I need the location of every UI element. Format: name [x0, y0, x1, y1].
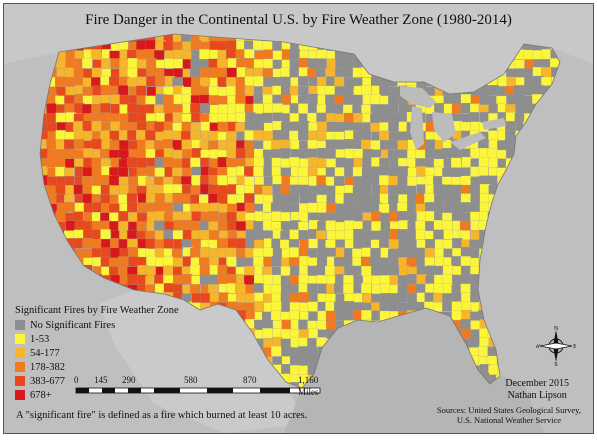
sources-line-2: U.S. National Weather Service [456, 415, 562, 425]
legend-label: 178-382 [30, 361, 65, 373]
credit: December 2015 Nathan Lipson [505, 378, 569, 402]
scale-labels: 0 145 290 580 870 1,160 Miles [70, 375, 340, 397]
compass-n: N [554, 326, 559, 332]
legend: Significant Fires by Fire Weather Zone N… [15, 305, 179, 402]
legend-item: No Significant Fires [15, 318, 179, 332]
compass-s: S [554, 362, 557, 366]
sources-line-1: Sources: United States Geological Survey… [436, 405, 581, 415]
legend-item: 54-177 [15, 346, 179, 360]
map-title: Fire Danger in the Continental U.S. by F… [85, 12, 512, 28]
legend-label: No Significant Fires [30, 319, 116, 331]
legend-swatch [15, 348, 25, 358]
legend-swatch [15, 376, 25, 386]
legend-swatch [15, 334, 25, 344]
scale-tick-label: 0 [74, 375, 79, 385]
legend-item: 178-382 [15, 360, 179, 374]
compass-rose-icon: N S E W [536, 326, 576, 366]
scale-tick-label: 290 [122, 375, 136, 385]
scale-tick-label: 1,160 [298, 375, 319, 385]
scale-unit: Miles [298, 387, 319, 397]
legend-swatch [15, 320, 25, 330]
legend-item: 1-53 [15, 332, 179, 346]
scale-bar [75, 387, 321, 394]
map-frame: Fire Danger in the Continental U.S. by F… [3, 3, 594, 434]
credit-date: December 2015 [505, 378, 569, 389]
legend-label: 678+ [30, 389, 52, 401]
map-canvas [4, 4, 593, 433]
legend-item: 383-677 [15, 374, 179, 388]
legend-label: 383-677 [30, 375, 65, 387]
legend-item: 678+ [15, 388, 179, 402]
legend-title: Significant Fires by Fire Weather Zone [15, 305, 179, 316]
scale-tick-label: 580 [184, 375, 198, 385]
credit-author: Nathan Lipson [507, 390, 567, 401]
legend-label: 54-177 [30, 347, 60, 359]
legend-swatch [15, 362, 25, 372]
scale-tick-label: 870 [243, 375, 257, 385]
footnote: A "significant fire" is defined as a fir… [16, 410, 308, 421]
compass-e: E [573, 344, 576, 350]
scale-tick-label: 145 [94, 375, 108, 385]
sources: Sources: United States Geological Survey… [437, 405, 581, 425]
compass-w: W [536, 344, 541, 350]
legend-label: 1-53 [30, 333, 50, 345]
legend-swatch [15, 390, 25, 400]
